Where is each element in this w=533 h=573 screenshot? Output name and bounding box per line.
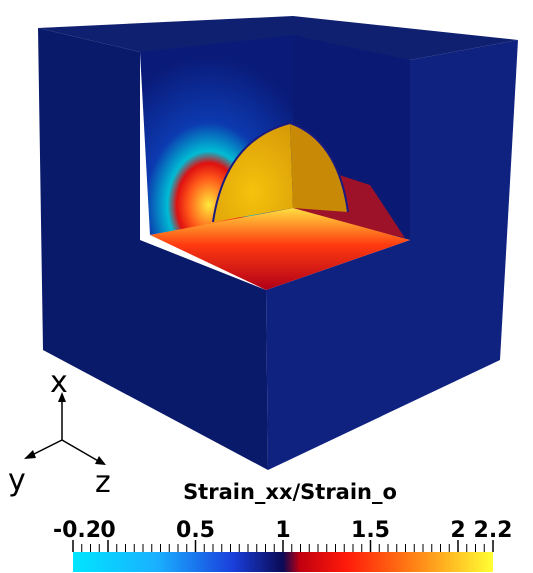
colorbar-tick-label: -0.2: [52, 518, 102, 543]
x-axis-label: x: [50, 365, 68, 400]
colorbar-tick-label: 2: [450, 518, 466, 543]
colorbar-tick-label: 2.2: [473, 518, 513, 543]
dome-left: [213, 123, 293, 222]
colorbar-tick-label: 0.5: [176, 518, 215, 543]
cube-left-face: [38, 28, 268, 470]
orientation-triad: x y z: [8, 365, 111, 500]
cavity-floor: [150, 208, 410, 290]
colorbar-tick-label: 1.5: [351, 518, 390, 543]
dome-outline: [212, 121, 349, 223]
y-axis-label: y: [8, 463, 26, 498]
colorbar-strip: [73, 552, 493, 572]
cube-right-face: [266, 40, 518, 470]
colorbar-ticks: [72, 540, 494, 552]
z-axis-label: z: [95, 465, 111, 500]
colorbar-tick-label: 1: [275, 518, 291, 543]
colorbar-title: Strain_xx/Strain_o: [183, 480, 397, 504]
colorbar: [72, 540, 494, 572]
dome-right: [290, 123, 348, 212]
colorbar-tick-label: 0: [100, 518, 116, 543]
